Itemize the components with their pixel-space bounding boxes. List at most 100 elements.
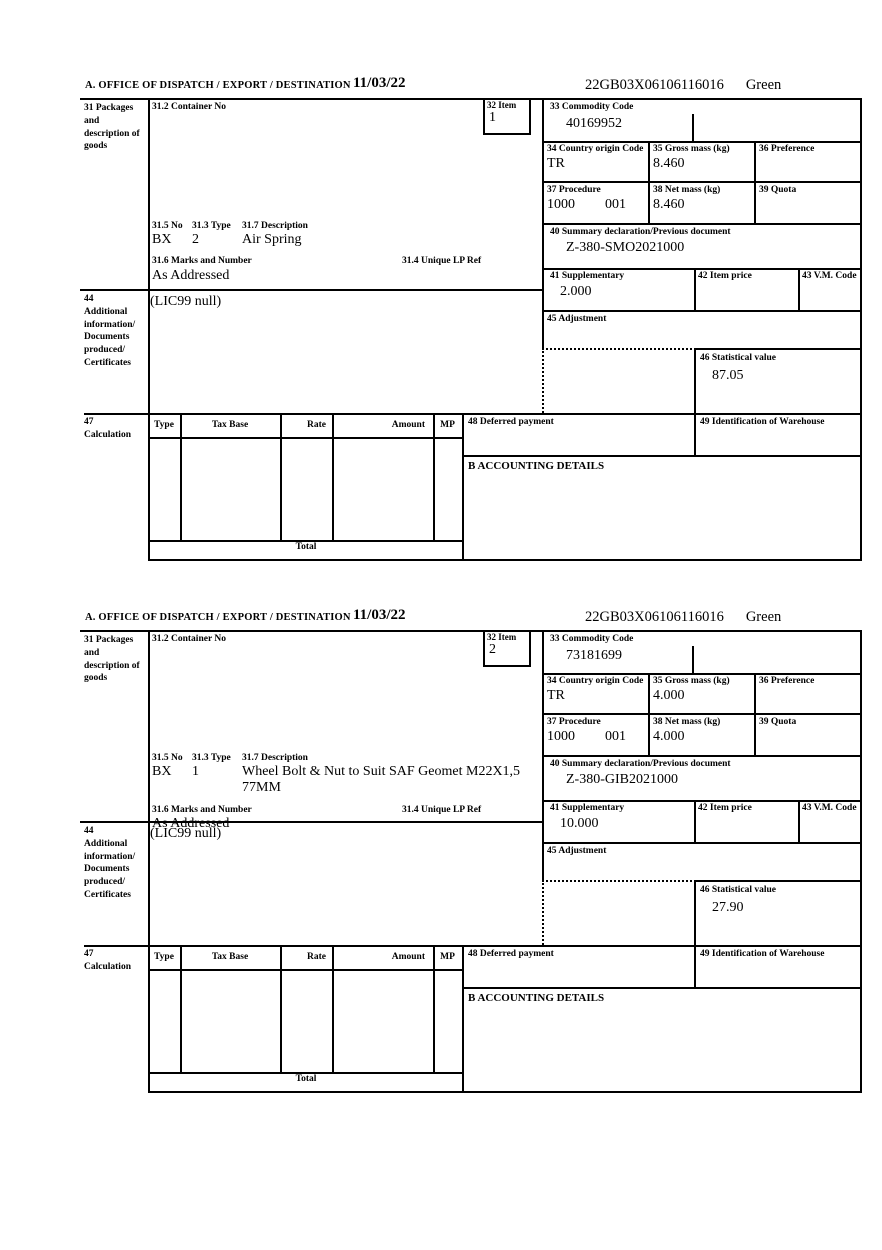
- border-line: [542, 141, 862, 143]
- procedure-value: 1000 001: [547, 729, 626, 745]
- procedure-code: 1000: [547, 729, 575, 744]
- box31-label: 31 Packages and description of goods: [84, 103, 140, 152]
- net-mass-label: 38 Net mass (kg): [653, 185, 721, 195]
- procedure-label: 37 Procedure: [547, 185, 601, 195]
- package-type-value: 1: [192, 764, 199, 780]
- warehouse-id-label: 49 Identification of Warehouse: [700, 949, 825, 959]
- package-labels-row: 31.5 No 31.3 Type 31.7 Description: [152, 752, 542, 764]
- border-line: [148, 98, 150, 561]
- box44-text: Additional information/ Documents produc…: [84, 838, 136, 901]
- country-origin-label: 34 Country origin Code: [547, 144, 644, 154]
- procedure-extra-code: 001: [605, 729, 626, 744]
- declaration-date: 11/03/22: [353, 75, 406, 91]
- supplementary-label: 41 Supplementary: [550, 271, 625, 281]
- border-line: [648, 673, 650, 713]
- package-type-label: 31.3 Type: [192, 753, 231, 763]
- goods-description: Wheel Bolt & Nut to Suit SAF Geomet M22X…: [242, 764, 521, 796]
- border-line: [754, 673, 756, 713]
- table-header-amount: Amount: [391, 420, 425, 430]
- supplementary-value: 2.000: [560, 284, 592, 299]
- border-line: [860, 630, 862, 1093]
- packages-group: 31.5 No 31.3 Type 31.7 Description BX 1 …: [152, 752, 542, 832]
- routing-status: Green: [745, 609, 782, 625]
- statistical-value-label: 46 Statistical value: [700, 885, 776, 895]
- procedure-code: 1000: [547, 197, 575, 212]
- adjustment-label: 45 Adjustment: [547, 846, 607, 856]
- declaration-date: 11/03/22: [353, 607, 406, 623]
- border-line: [80, 630, 862, 632]
- border-line: [694, 945, 696, 987]
- border-line: [180, 413, 182, 540]
- border-line: [694, 413, 696, 455]
- commodity-code-value: 40169952: [566, 116, 622, 131]
- table-header-type: Type: [154, 952, 174, 962]
- deferred-payment-label: 48 Deferred payment: [468, 417, 554, 427]
- table-header-type: Type: [154, 420, 174, 430]
- border-line: [542, 673, 862, 675]
- border-line: [542, 630, 544, 880]
- dotted-border-line: [542, 348, 544, 413]
- table-header-tax-base: Tax Base: [211, 952, 249, 962]
- item-label: 32 Item: [487, 100, 517, 110]
- summary-declaration-label: 40 Summary declaration/Previous document: [550, 759, 731, 769]
- marks-labels-row: 31.6 Marks and Number 31.4 Unique LP Ref: [152, 804, 542, 816]
- statistical-value-label: 46 Statistical value: [700, 353, 776, 363]
- accounting-details-label: B ACCOUNTING DETAILS: [468, 460, 605, 472]
- border-line: [148, 437, 464, 439]
- supplementary-label: 41 Supplementary: [550, 803, 625, 813]
- border-line: [694, 348, 862, 350]
- border-line: [84, 413, 862, 415]
- border-line: [280, 945, 282, 1072]
- package-type-value: 2: [192, 232, 199, 248]
- table-header-tax-base: Tax Base: [211, 420, 249, 430]
- border-line: [754, 141, 756, 181]
- item-label: 32 Item: [487, 632, 517, 642]
- item-number: 2: [489, 642, 496, 657]
- border-line: [483, 133, 531, 135]
- border-line: [80, 98, 862, 100]
- office-of-dispatch-label: A. OFFICE OF DISPATCH / EXPORT / DESTINA…: [85, 612, 351, 623]
- border-line: [754, 181, 756, 223]
- statistical-value: 87.05: [712, 368, 744, 383]
- package-no-label: 31.5 No: [152, 753, 183, 763]
- package-values-row: BX 2 Air Spring: [152, 232, 542, 248]
- country-origin-value: TR: [547, 688, 565, 703]
- office-of-dispatch-label: A. OFFICE OF DISPATCH / EXPORT / DESTINA…: [85, 80, 351, 91]
- quota-label: 39 Quota: [759, 717, 797, 727]
- gross-mass-value: 8.460: [653, 156, 685, 171]
- table-total-label: Total: [295, 542, 317, 552]
- dotted-border-line: [542, 880, 544, 945]
- declaration-reference-row: 22GB03X06106116016 Green: [585, 77, 803, 94]
- table-header-rate: Rate: [307, 420, 326, 430]
- commodity-code-label: 33 Commodity Code: [550, 634, 634, 644]
- box47-text: Calculation: [84, 961, 131, 972]
- package-values-row: BX 1 Wheel Bolt & Nut to Suit SAF Geomet…: [152, 764, 542, 796]
- quota-label: 39 Quota: [759, 185, 797, 195]
- border-line: [332, 413, 334, 540]
- declaration-reference: 22GB03X06106116016: [585, 609, 724, 625]
- vm-code-label: 43 V.M. Code: [802, 803, 857, 813]
- border-line: [542, 842, 862, 844]
- border-line: [148, 559, 862, 561]
- border-line: [529, 98, 531, 135]
- marks-label: 31.6 Marks and Number: [152, 256, 252, 267]
- additional-info-value: (LIC99 null): [150, 294, 222, 309]
- border-line: [542, 755, 862, 757]
- dotted-border-line: [542, 348, 696, 350]
- border-line: [483, 665, 531, 667]
- border-line: [483, 630, 485, 667]
- border-line: [148, 630, 150, 1093]
- border-line: [542, 268, 862, 270]
- item-number: 1: [489, 110, 496, 125]
- warehouse-id-label: 49 Identification of Warehouse: [700, 417, 825, 427]
- unique-lp-ref-label: 31.4 Unique LP Ref: [402, 256, 482, 267]
- border-line: [462, 455, 862, 457]
- description-label: 31.7 Description: [242, 753, 308, 763]
- country-origin-value: TR: [547, 156, 565, 171]
- preference-label: 36 Preference: [759, 676, 815, 686]
- container-no-label: 31.2 Container No: [152, 634, 226, 644]
- border-line: [694, 268, 696, 310]
- statistical-value: 27.90: [712, 900, 744, 915]
- border-line: [148, 540, 464, 542]
- gross-mass-label: 35 Gross mass (kg): [653, 144, 730, 154]
